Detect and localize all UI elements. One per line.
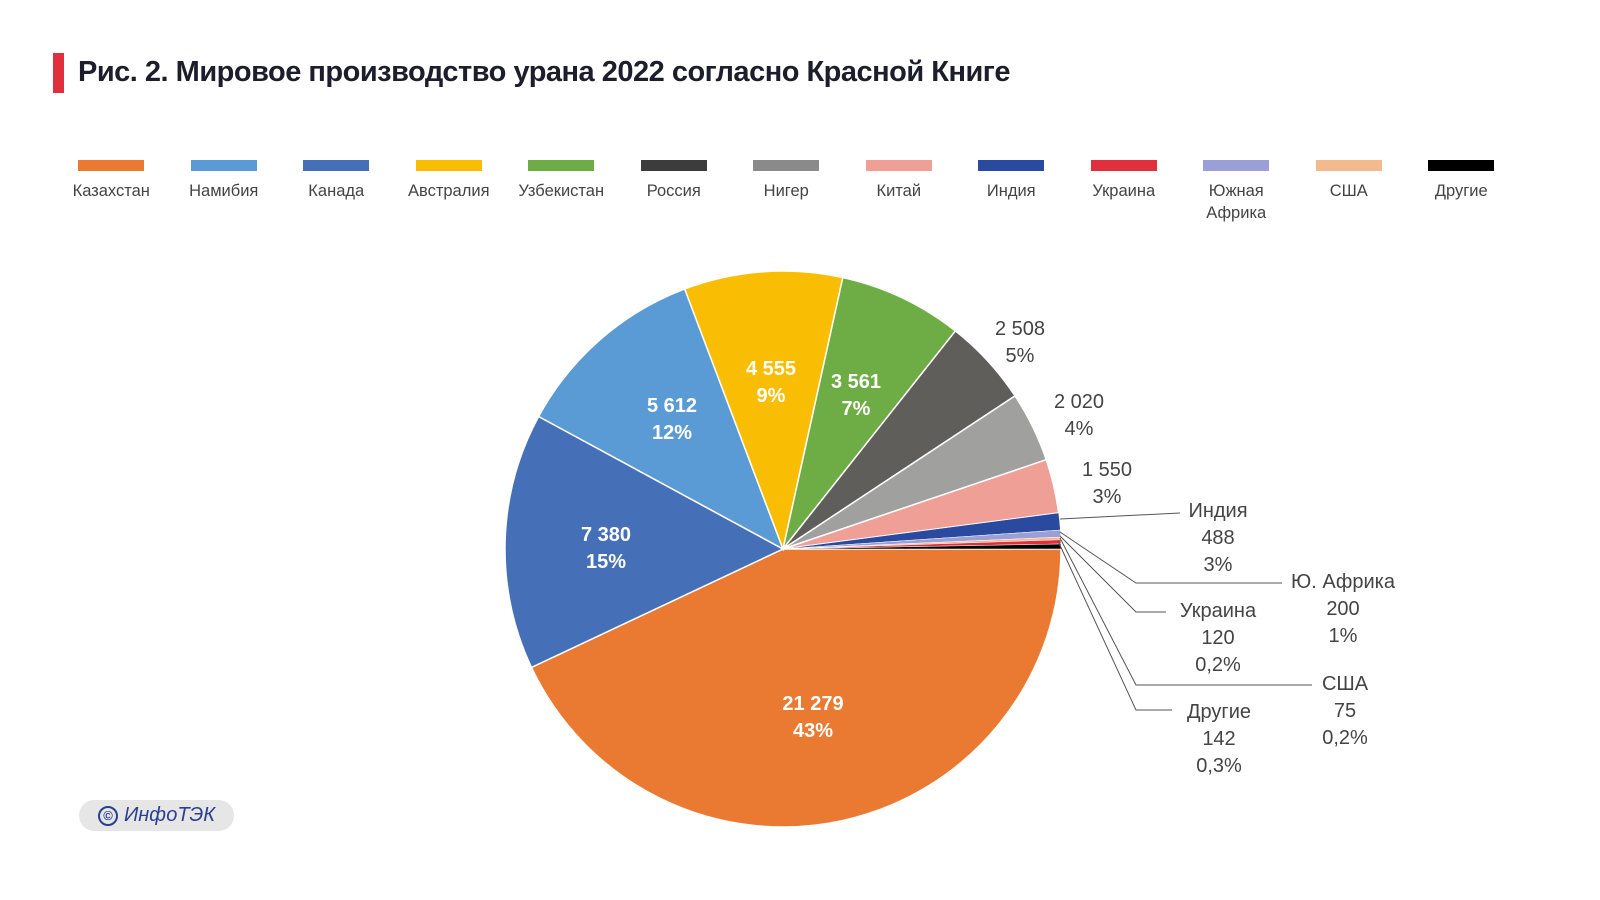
data-label: 7%: [842, 398, 871, 420]
data-label: 142: [1202, 728, 1235, 750]
data-label: 7 380: [581, 524, 631, 546]
legend-swatch: [303, 160, 370, 171]
data-label: 75: [1334, 700, 1356, 722]
leader-line: [1059, 537, 1312, 686]
legend-swatch: [1428, 160, 1495, 171]
data-label: 15%: [586, 551, 626, 573]
legend-swatch: [978, 160, 1045, 171]
pie-slice: [782, 276, 957, 550]
data-label: 2 508: [995, 318, 1045, 340]
legend-swatch: [415, 160, 482, 171]
data-label: 0,2%: [1322, 727, 1368, 749]
data-label: 0,3%: [1196, 755, 1242, 777]
legend-label: Китай: [876, 182, 922, 200]
pie-slice: [683, 270, 844, 552]
legend-label: Южная Африка: [1206, 182, 1267, 222]
data-label: Другие: [1187, 701, 1251, 723]
legend-label: Казахстан: [72, 182, 150, 200]
legend-swatch: [190, 160, 257, 171]
legend-item: Южная Африка: [1180, 160, 1293, 224]
title-accent-bar: [53, 53, 64, 93]
legend-swatch: [753, 160, 820, 171]
pie-slice: [537, 287, 785, 551]
legend-swatch: [865, 160, 932, 171]
data-label: 120: [1201, 627, 1234, 649]
data-label: 4 555: [746, 358, 796, 380]
leader-line: [1059, 535, 1166, 613]
legend-item: Узбекистан: [505, 160, 618, 224]
leader-line: [1059, 512, 1181, 520]
legend-item: Канада: [280, 160, 393, 224]
legend-item: Нигер: [730, 160, 843, 224]
data-label: 4%: [1065, 418, 1094, 440]
data-label: 3 561: [831, 371, 881, 393]
legend-label: США: [1329, 182, 1368, 200]
data-label: 0,2%: [1195, 654, 1241, 676]
legend-item: Россия: [618, 160, 731, 224]
legend-swatch: [528, 160, 595, 171]
data-label: 21 279: [782, 693, 843, 715]
legend-label: Нигер: [763, 182, 809, 200]
copyright-badge: © ИнфоТЭК: [79, 800, 234, 831]
data-label: 5 612: [647, 395, 697, 417]
data-label: Индия: [1188, 500, 1247, 522]
data-label: 12%: [652, 422, 692, 444]
legend-swatch: [640, 160, 707, 171]
legend-label: Канада: [308, 182, 365, 200]
data-label: 3%: [1093, 486, 1122, 508]
data-label: 5%: [1006, 345, 1035, 367]
legend-item: Украина: [1068, 160, 1181, 224]
legend: Казахстан Намибия Канада Австралия Узбекиста…: [55, 160, 1518, 224]
data-label: Украина: [1180, 600, 1257, 622]
legend-swatch: [78, 160, 145, 171]
legend-swatch: [1090, 160, 1157, 171]
data-label: 43%: [793, 720, 833, 742]
data-label: 1 550: [1082, 459, 1132, 481]
legend-item: Намибия: [168, 160, 281, 224]
legend-item: Другие: [1405, 160, 1518, 224]
data-label: США: [1322, 673, 1369, 695]
data-label: 1%: [1329, 625, 1358, 647]
data-label: 3%: [1204, 554, 1233, 576]
leader-line: [1057, 540, 1172, 711]
legend-label: Узбекистан: [518, 182, 605, 200]
legend-swatch: [1315, 160, 1382, 171]
data-label: 488: [1201, 527, 1234, 549]
data-label: Ю. Африка: [1291, 571, 1396, 593]
data-label: 9%: [757, 385, 786, 407]
data-label: 200: [1326, 598, 1359, 620]
legend-label: Другие: [1434, 182, 1488, 200]
legend-label: Украина: [1092, 182, 1156, 200]
legend-label: Австралия: [407, 182, 490, 200]
pie-slice: [530, 548, 1062, 828]
copyright-icon: ©: [97, 805, 118, 826]
legend-item: США: [1293, 160, 1406, 224]
legend-item: Австралия: [393, 160, 506, 224]
data-label: 2 020: [1054, 391, 1104, 413]
legend-label: Индия: [986, 182, 1036, 200]
legend-swatch: [1203, 160, 1270, 171]
legend-label: Россия: [646, 182, 701, 200]
legend-item: Китай: [843, 160, 956, 224]
legend-item: Казахстан: [55, 160, 168, 224]
chart-title: Рис. 2. Мировое производство урана 2022 …: [78, 56, 1011, 88]
pie-slice: [504, 415, 785, 669]
legend-item: Индия: [955, 160, 1068, 224]
copyright-text: ИнфоТЭК: [123, 804, 216, 826]
leader-line: [1059, 531, 1282, 584]
legend-label: Намибия: [189, 182, 259, 200]
